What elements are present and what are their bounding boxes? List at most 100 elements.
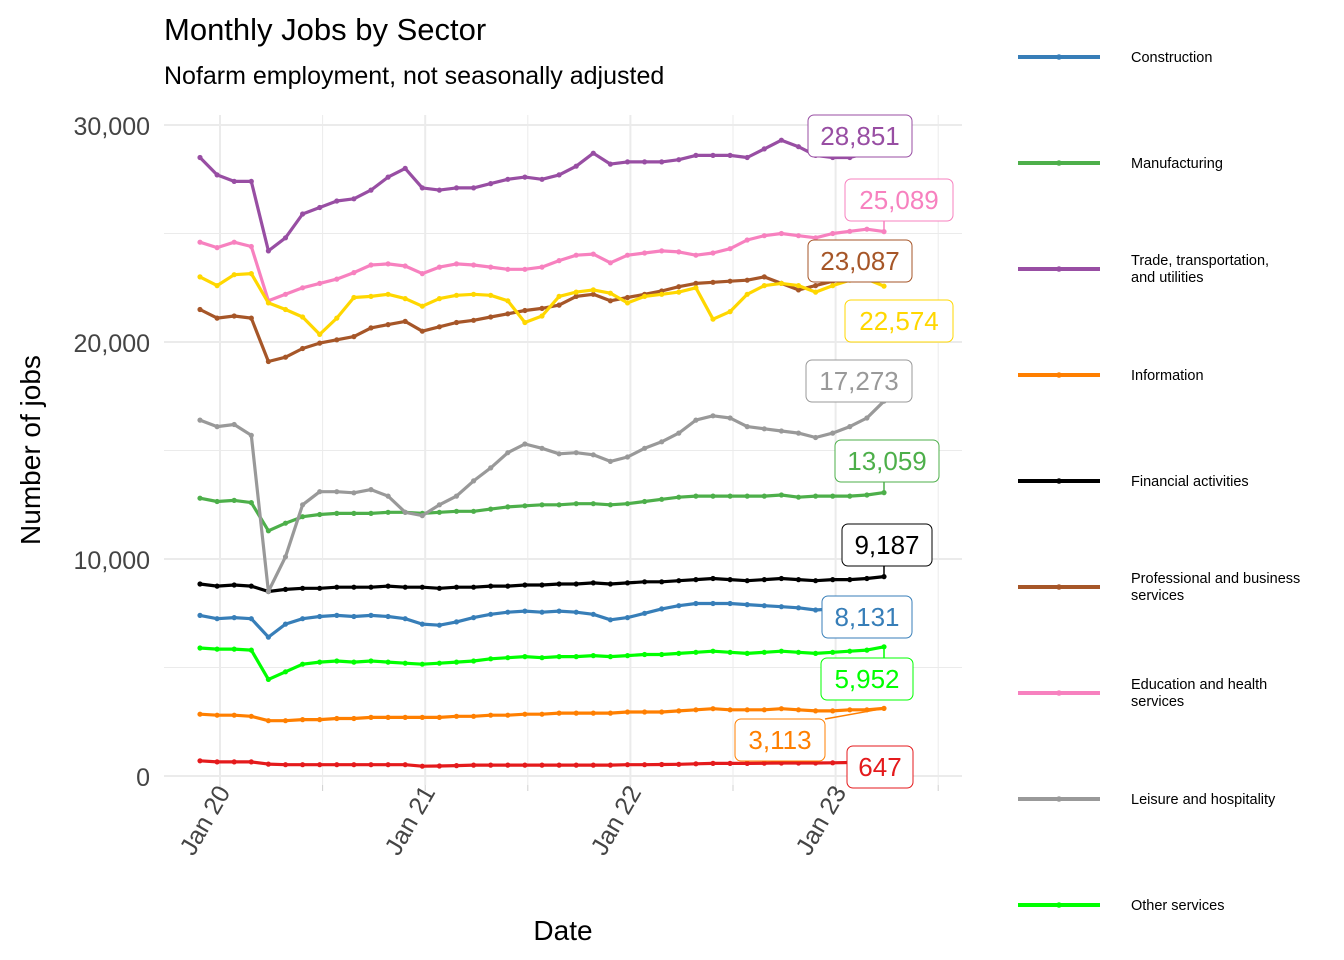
- data-point: [436, 296, 442, 302]
- data-point: [282, 669, 289, 675]
- data-point: [471, 185, 477, 191]
- data-point: [368, 612, 374, 619]
- end-label-box: [807, 239, 913, 283]
- data-point: [607, 762, 614, 768]
- data-point: [778, 137, 785, 143]
- data-point: [214, 498, 220, 505]
- data-point: [300, 762, 306, 768]
- end-label: 22,574: [844, 299, 954, 343]
- data-point: [453, 292, 460, 298]
- data-point: [214, 424, 220, 430]
- data-point: [368, 187, 374, 193]
- data-point: [607, 654, 614, 660]
- data-point: [573, 163, 579, 169]
- data-point: [317, 585, 323, 591]
- data-point: [436, 187, 442, 193]
- data-point: [436, 660, 442, 666]
- data-point: [214, 712, 220, 718]
- legend-key-point: [1056, 266, 1062, 272]
- legend-item: Construction: [1018, 50, 1212, 66]
- legend-item: Information: [1018, 368, 1204, 384]
- data-point: [642, 579, 648, 585]
- data-point: [624, 454, 631, 460]
- y-tick-label: 30,000: [74, 113, 150, 141]
- end-label-box: [834, 439, 940, 483]
- end-label: 17,273: [805, 359, 913, 403]
- data-point: [795, 577, 802, 583]
- data-point: [864, 647, 870, 653]
- data-point: [795, 283, 802, 289]
- legend-key-point: [1056, 796, 1062, 802]
- data-point: [453, 584, 460, 590]
- data-point: [693, 417, 699, 423]
- data-point: [488, 506, 494, 512]
- data-point: [659, 709, 665, 715]
- data-point: [676, 761, 682, 767]
- end-label-box: [821, 595, 913, 639]
- data-point: [642, 651, 648, 658]
- data-point: [453, 713, 460, 719]
- x-tick-label: Jan 22: [585, 781, 647, 860]
- series-group: [197, 597, 887, 640]
- data-point: [351, 715, 357, 722]
- data-point: [300, 502, 306, 508]
- data-point: [813, 607, 819, 613]
- data-point: [607, 161, 614, 167]
- end-label: 23,087: [807, 239, 913, 283]
- data-point: [778, 706, 785, 712]
- series-lines: [197, 137, 887, 769]
- data-point: [265, 528, 271, 534]
- data-point: [676, 650, 682, 657]
- data-point: [727, 577, 733, 583]
- data-point: [607, 581, 614, 587]
- data-point: [659, 651, 665, 658]
- data-point: [317, 204, 323, 211]
- data-point: [881, 283, 887, 289]
- data-point: [813, 708, 819, 714]
- data-point: [693, 707, 699, 713]
- y-tick-label: 0: [136, 764, 150, 792]
- data-point: [231, 582, 237, 588]
- data-point: [744, 650, 750, 657]
- data-point: [761, 426, 767, 432]
- data-point: [436, 324, 442, 330]
- data-point: [539, 502, 545, 508]
- data-point: [573, 501, 579, 507]
- data-point: [300, 314, 306, 320]
- end-label-value: 5,952: [834, 664, 899, 694]
- data-point: [539, 762, 545, 768]
- data-point: [693, 152, 699, 158]
- data-point: [710, 250, 716, 256]
- data-point: [436, 264, 442, 270]
- legend: Construction Manufacturing Trade, transpor…: [1018, 50, 1300, 914]
- data-point: [847, 424, 853, 430]
- data-point: [607, 710, 614, 716]
- data-point: [334, 584, 340, 590]
- data-point: [317, 489, 323, 495]
- data-point: [778, 280, 785, 286]
- data-point: [573, 710, 579, 716]
- data-point: [505, 450, 511, 456]
- x-axis-title: Date: [533, 915, 592, 946]
- data-point: [505, 583, 511, 589]
- data-point: [744, 154, 750, 161]
- data-point: [693, 493, 699, 499]
- data-point: [744, 237, 750, 243]
- data-point: [676, 603, 682, 609]
- x-tick-label: Jan 20: [174, 781, 236, 860]
- end-label-box: [820, 657, 914, 701]
- data-point: [795, 494, 802, 500]
- legend-item: Leisure and hospitality: [1018, 792, 1276, 808]
- series-group: [197, 137, 887, 254]
- data-point: [539, 313, 545, 319]
- axis-ticks: [219, 785, 939, 791]
- data-point: [710, 575, 716, 582]
- data-point: [419, 661, 425, 667]
- data-point: [419, 185, 425, 191]
- data-point: [795, 760, 802, 766]
- data-point: [778, 230, 785, 237]
- data-point: [676, 430, 682, 436]
- data-point: [197, 758, 203, 764]
- data-point: [505, 298, 511, 304]
- data-point: [265, 676, 271, 683]
